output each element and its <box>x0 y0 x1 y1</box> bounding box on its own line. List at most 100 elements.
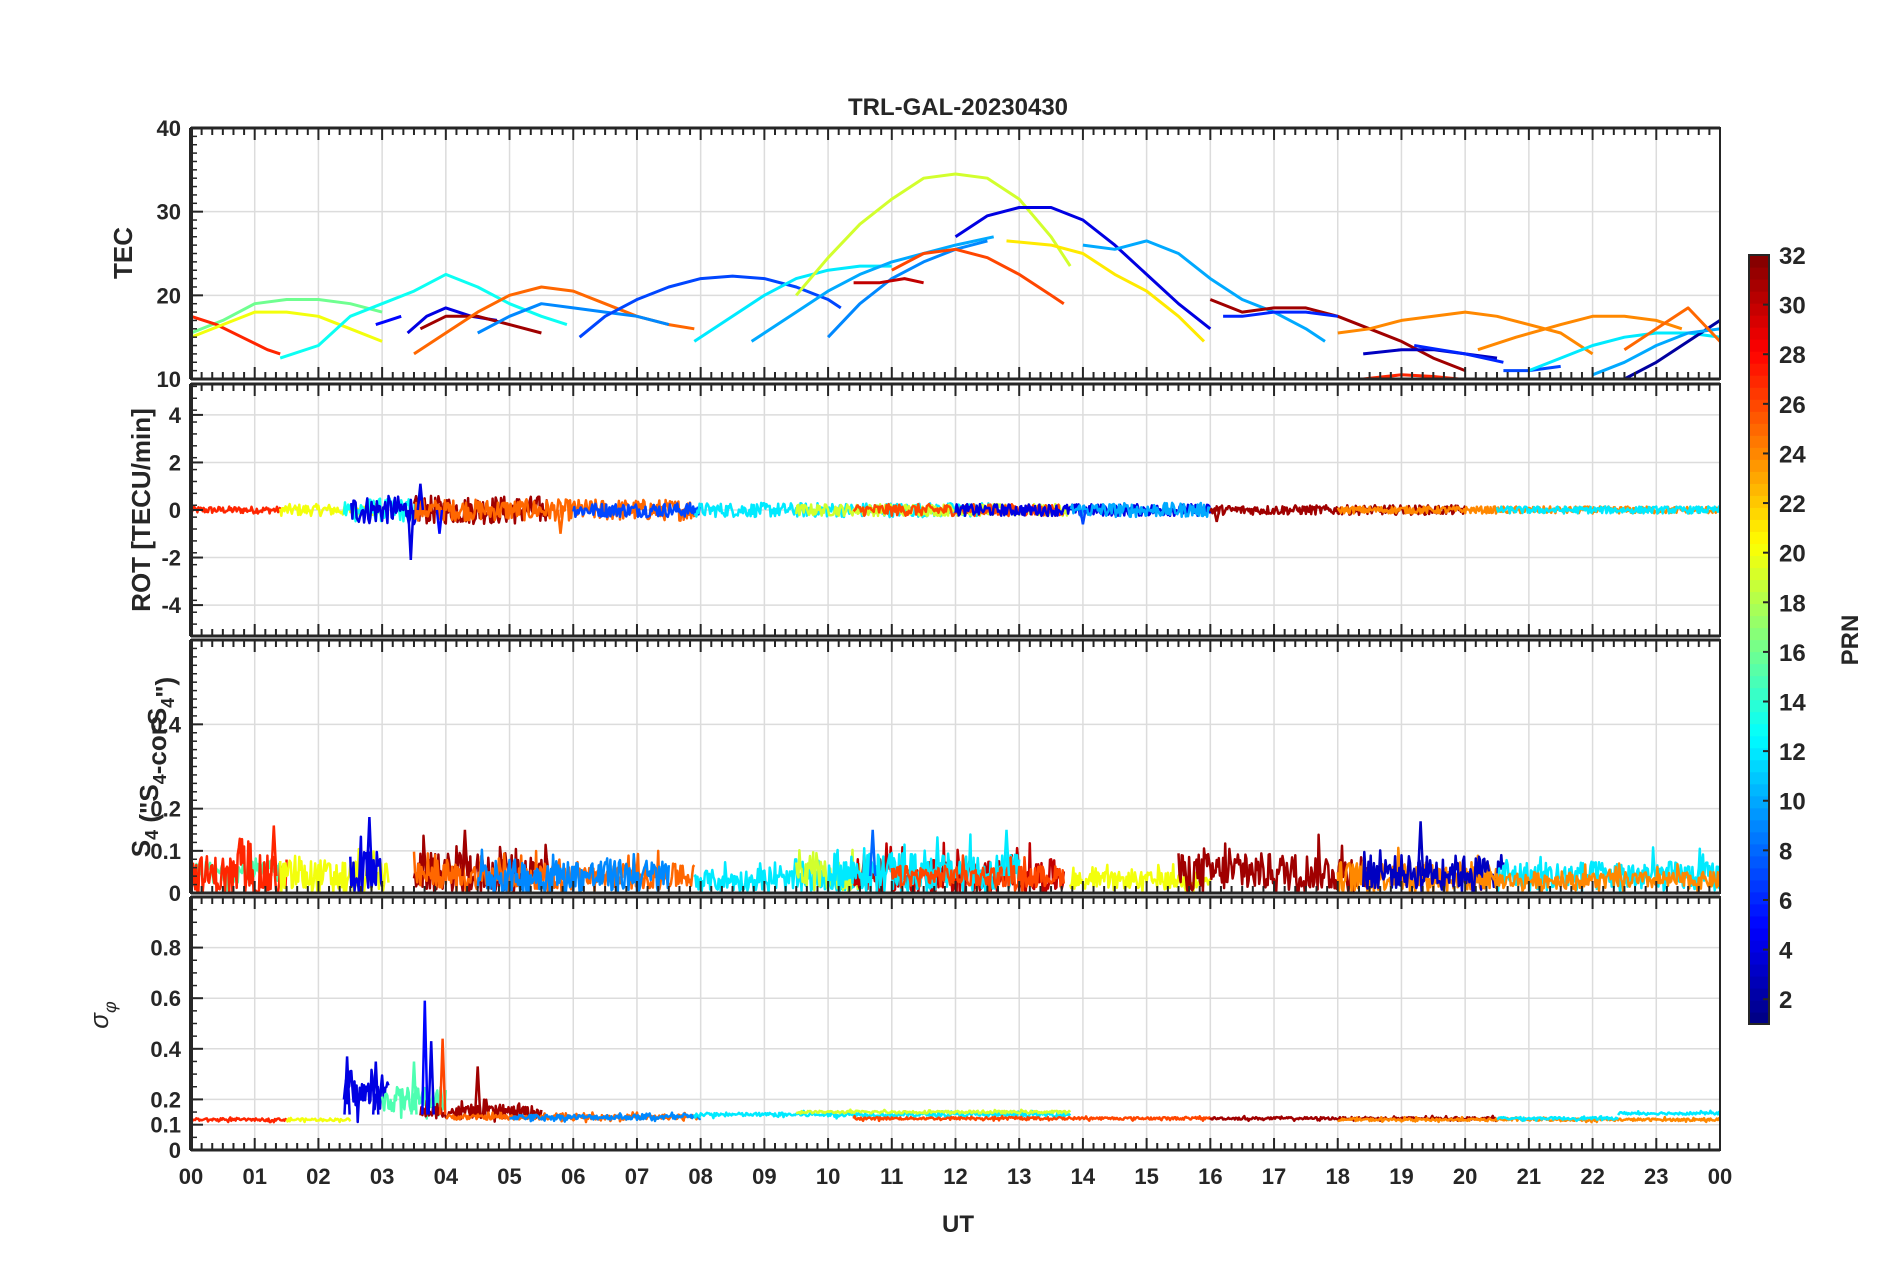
spike-prn-26 <box>438 1038 447 1115</box>
spike-prn-31 <box>1212 509 1221 523</box>
tec-series-prn-26 <box>891 247 1065 305</box>
y-tick-label: 0.8 <box>150 936 181 961</box>
x-tick-label: 09 <box>752 1164 776 1189</box>
x-tick-label: 01 <box>242 1164 266 1189</box>
noise-series-prn-12 <box>1496 1115 1620 1123</box>
x-tick-label: 16 <box>1198 1164 1222 1189</box>
noise-series-prn-27 <box>191 837 288 893</box>
colorbar-tick-label: 10 <box>1779 789 1806 816</box>
tec-series-prn-6 <box>1223 310 1338 318</box>
colorbar-swatch <box>1749 903 1769 917</box>
x-tick-label: 07 <box>625 1164 649 1189</box>
colorbar-swatch <box>1749 651 1769 665</box>
y-tick-label: 4 <box>169 403 182 428</box>
colorbar-swatch <box>1749 891 1769 905</box>
colorbar-swatch <box>1749 675 1769 689</box>
spike-prn-4 <box>416 483 425 511</box>
noise-series-prn-4 <box>342 1068 390 1124</box>
colorbar-tick-label: 8 <box>1779 838 1792 865</box>
y-axis-label: TEC <box>108 227 138 279</box>
y-axis-label: ROT [TECU/min] <box>126 408 156 612</box>
noise-series-prn-19 <box>795 1108 1072 1116</box>
spike-prn-27 <box>270 825 278 877</box>
y-tick-label: -4 <box>161 593 181 618</box>
x-tick-label: 00 <box>1708 1164 1732 1189</box>
colorbar-swatch <box>1749 303 1769 316</box>
y-tick-label: 0.2 <box>150 1087 181 1112</box>
colorbar-tick-label: 26 <box>1779 392 1806 419</box>
noise-series-prn-25 <box>412 498 696 522</box>
colorbar-swatch <box>1749 519 1769 532</box>
spike-prn-8 <box>868 829 877 877</box>
y-tick-label: -2 <box>161 546 181 571</box>
colorbar-swatch <box>1749 411 1769 424</box>
colorbar-swatch <box>1749 435 1769 448</box>
colorbar-swatch <box>1749 567 1769 581</box>
noise-series-prn-24 <box>1476 862 1720 893</box>
x-tick-label: 21 <box>1517 1164 1541 1189</box>
y-axis-label: S4 ("S4-corS4") <box>126 677 180 857</box>
spike-prn-7 <box>1079 509 1087 525</box>
spike-prn-4 <box>371 1061 380 1115</box>
panel-rot: -4 -2 0 2 4 ROT [TECU/min] <box>126 382 1721 638</box>
colorbar-swatch <box>1749 555 1769 569</box>
x-tick-label: 00 <box>179 1164 203 1189</box>
spike-prn-15 <box>410 1061 418 1115</box>
colorbar-swatch <box>1749 783 1769 797</box>
x-tick-label: 14 <box>1071 1164 1096 1189</box>
spike-prn-31 <box>461 829 469 877</box>
noise-series-prn-7 <box>572 501 702 519</box>
colorbar-swatch <box>1749 1011 1769 1025</box>
colorbar-swatch <box>1749 843 1769 857</box>
tec-series-prn-4 <box>954 206 1212 330</box>
y-tick-label: 0 <box>169 498 181 523</box>
colorbar-swatch <box>1749 711 1769 725</box>
colorbar-frame <box>1748 254 1770 1025</box>
noise-series-prn-12 <box>1617 1109 1720 1117</box>
spike-prn-31 <box>473 1066 482 1115</box>
tec-series-prn-24 <box>1337 310 1594 356</box>
colorbar-swatch <box>1749 963 1769 977</box>
colorbar-tick-label: 2 <box>1779 987 1792 1014</box>
y-axis-label: σφ <box>84 1001 120 1029</box>
colorbar-swatch <box>1749 807 1769 821</box>
colorbar-swatch <box>1749 387 1769 400</box>
colorbar-swatch <box>1749 699 1769 713</box>
tec-series-prn-10 <box>1082 239 1326 343</box>
spike-prn-5 <box>435 509 444 534</box>
y-tick-label: 2 <box>169 450 181 475</box>
tec-series-prn-7 <box>578 274 842 339</box>
x-tick-label: 23 <box>1644 1164 1668 1189</box>
colorbar-swatch <box>1749 267 1769 280</box>
colorbar-swatch <box>1749 279 1769 292</box>
colorbar-tick-label: 14 <box>1779 690 1806 717</box>
colorbar-swatch <box>1749 339 1769 352</box>
colorbar-swatch <box>1749 399 1769 412</box>
colorbar-swatch <box>1749 867 1769 881</box>
x-axis-label: UT <box>942 1211 974 1238</box>
tec-series-prn-25 <box>1623 306 1720 351</box>
colorbar-swatch <box>1749 855 1769 869</box>
panel-tec: 10 20 30 40 TEC <box>108 116 1721 392</box>
tec-series-prn-21 <box>1006 239 1206 343</box>
colorbar-swatch <box>1749 687 1769 701</box>
y-tick-label: 0.2 <box>150 797 181 822</box>
tec-series-prn-16 <box>191 298 383 335</box>
noise-series-prn-9 <box>509 1111 701 1123</box>
colorbar-tick-label: 28 <box>1779 342 1806 369</box>
x-tick-label: 11 <box>880 1164 903 1189</box>
colorbar-tick-label: 30 <box>1779 293 1806 320</box>
spike-prn-4 <box>427 1041 435 1115</box>
series-group <box>191 172 1720 379</box>
colorbar-swatch <box>1749 327 1769 340</box>
noise-series-prn-24 <box>1337 1115 1720 1124</box>
colorbar-swatch <box>1749 939 1769 953</box>
colorbar-tick-label: 12 <box>1779 739 1806 766</box>
tec-series-prn-6 <box>1413 344 1504 364</box>
colorbar-swatch <box>1749 579 1769 593</box>
colorbar-tick-label: 20 <box>1779 541 1806 568</box>
series-group <box>191 1000 1720 1124</box>
